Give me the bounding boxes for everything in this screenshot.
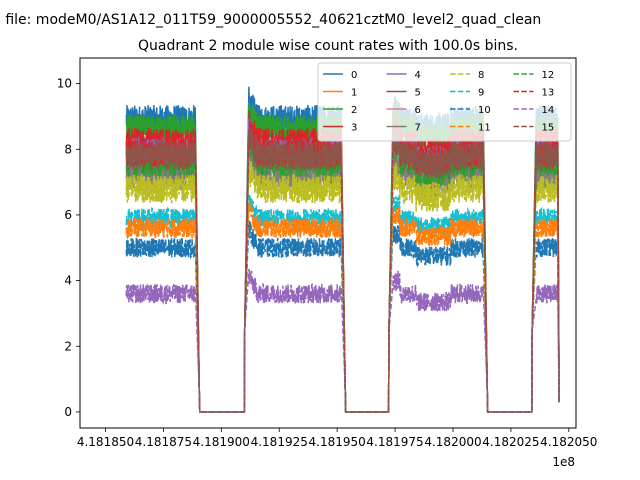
legend-label-0: 0: [351, 70, 357, 81]
series-line-11: [125, 201, 560, 413]
x-offset-label: 1e8: [552, 455, 575, 469]
legend-label-13: 13: [542, 88, 555, 99]
legend-label-3: 3: [351, 123, 357, 134]
legend-label-6: 6: [415, 105, 421, 116]
legend-label-2: 2: [351, 105, 357, 116]
x-tick-label: 4.181950: [309, 435, 366, 449]
y-tick-label: 2: [64, 339, 72, 353]
legend-box: [317, 62, 572, 142]
legend-label-14: 14: [542, 105, 555, 116]
legend-label-9: 9: [478, 88, 484, 99]
series-layer: [125, 86, 560, 413]
series-line-14: [125, 268, 560, 413]
x-tick-label: 4.181900: [193, 435, 250, 449]
y-tick-label: 4: [64, 274, 72, 288]
legend-label-12: 12: [542, 70, 555, 81]
legend-label-7: 7: [415, 123, 421, 134]
y-tick-label: 8: [64, 142, 72, 156]
x-axis: 4.181850 4.181875 4.181900 4.181925 4.181950…: [77, 428, 597, 449]
legend-label-5: 5: [415, 88, 421, 99]
x-tick-label: 4.181850: [77, 435, 134, 449]
series-line-8: [125, 157, 560, 413]
x-tick-label: 4.181875: [135, 435, 192, 449]
legend-label-15: 15: [542, 123, 555, 134]
chart-title: Quadrant 2 module wise count rates with …: [138, 38, 518, 54]
legend-label-11: 11: [478, 123, 491, 134]
x-tick-label: 4.181925: [251, 435, 308, 449]
x-tick-label: 4.182050: [540, 435, 597, 449]
series-line-10: [125, 220, 560, 413]
legend-label-1: 1: [351, 88, 357, 99]
x-tick-label: 4.182025: [482, 435, 539, 449]
plot-frame: [79, 57, 577, 429]
x-tick-label: 4.181975: [366, 435, 423, 449]
y-axis: 0 2 4 6 8 10: [57, 77, 80, 419]
legend-label-10: 10: [478, 105, 491, 116]
y-tick-label: 10: [57, 77, 72, 91]
chart-suptitle: n file: modeM0/AS1A12_011T59_9000005552_…: [0, 12, 541, 28]
y-tick-label: 6: [64, 208, 72, 222]
x-tick-label: 4.182000: [424, 435, 481, 449]
legend-label-8: 8: [478, 70, 484, 81]
series-line-15: [125, 128, 560, 413]
legend-label-4: 4: [415, 70, 421, 81]
y-tick-label: 0: [64, 405, 72, 419]
